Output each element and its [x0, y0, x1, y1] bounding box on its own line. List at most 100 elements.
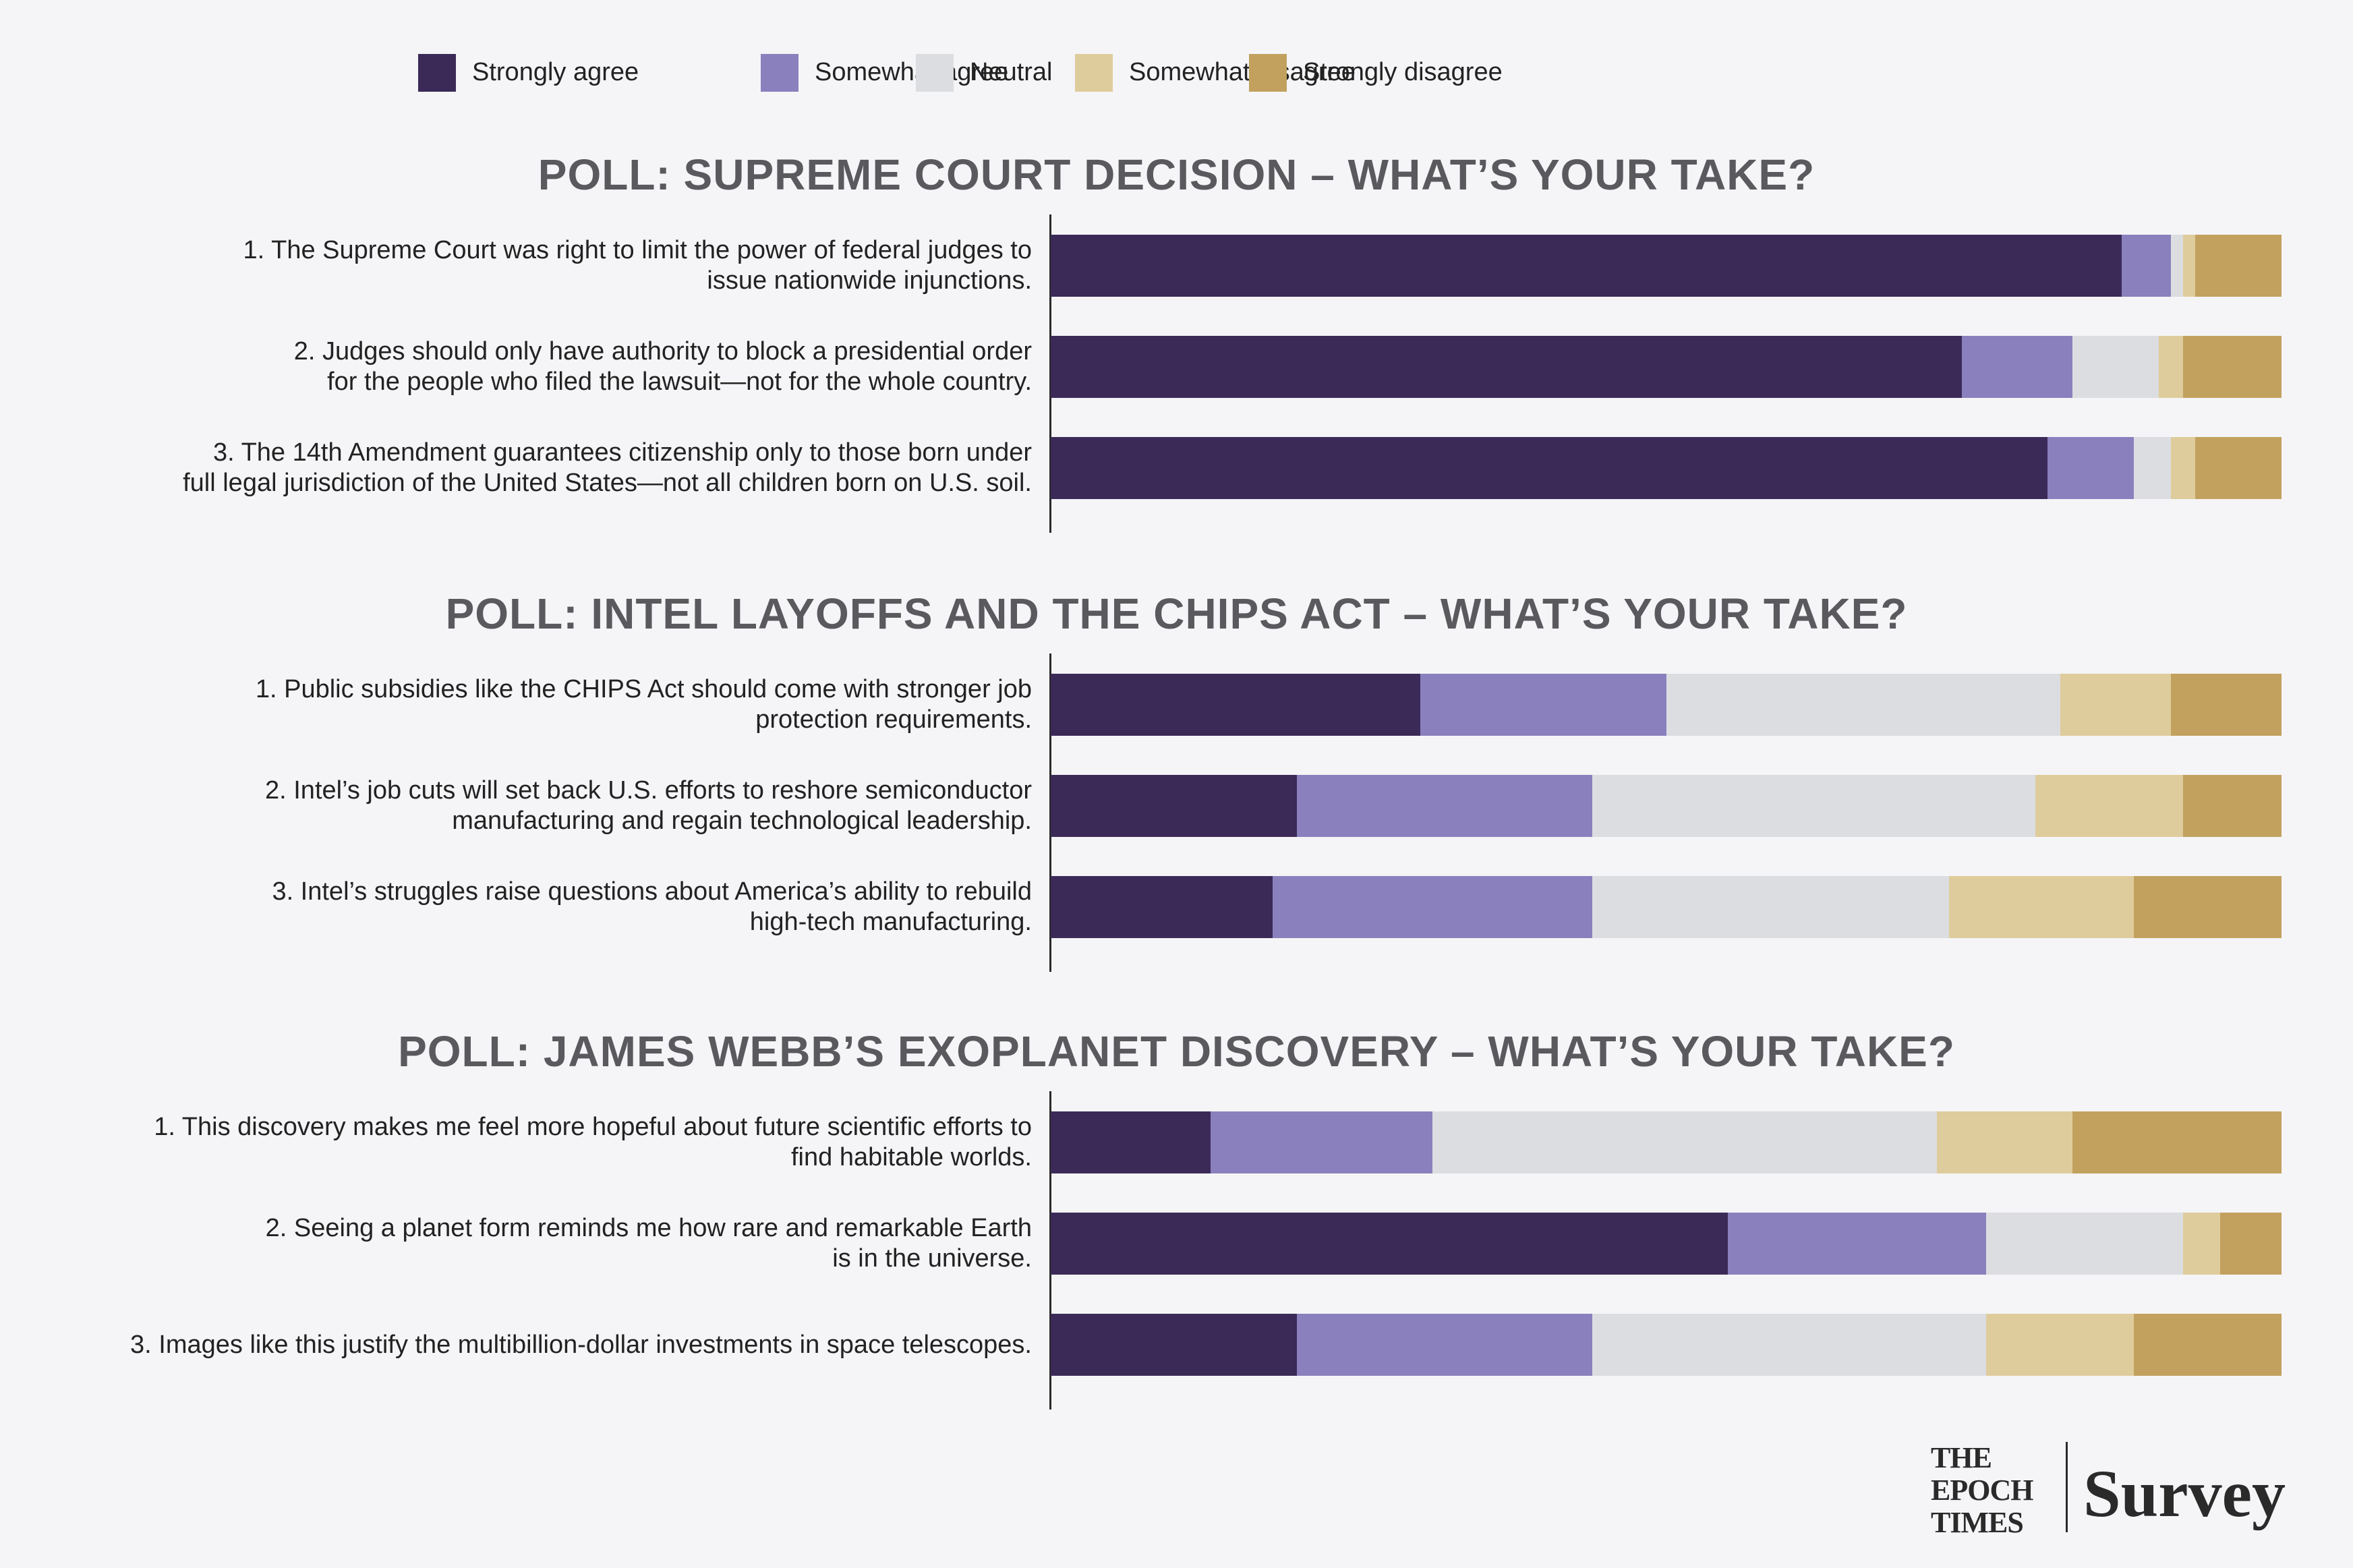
legend-swatch [1075, 54, 1113, 92]
legend-swatch [1249, 54, 1287, 92]
question-text-line: is in the universe. [832, 1244, 1032, 1273]
brand-divider [2066, 1442, 2068, 1532]
legend-swatch [916, 54, 954, 92]
bar-segment [1051, 235, 2122, 297]
bar-segment [2134, 876, 2282, 938]
question-text-line: full legal jurisdiction of the United St… [183, 469, 1032, 497]
bar-segment [1051, 775, 1297, 837]
bar-segment [1211, 1111, 1432, 1173]
stacked-bar [1051, 876, 2282, 938]
legend-swatch [418, 54, 456, 92]
question-label: 3. The 14th Amendment guarantees citizen… [40, 438, 1032, 498]
bar-segment [1937, 1111, 2072, 1173]
survey-wordmark: Survey [2083, 1456, 2286, 1531]
question-text-line: 1. Public subsidies like the CHIPS Act s… [255, 675, 1032, 703]
bar-segment [1272, 876, 1592, 938]
stacked-bar [1051, 336, 2282, 398]
bar-segment [2072, 336, 2159, 398]
bar-segment [2183, 235, 2196, 297]
question-text-line: for the people who filed the lawsuit—not… [327, 368, 1032, 396]
bar-segment [1592, 775, 2035, 837]
bar-segment [1051, 1213, 1728, 1275]
stacked-bar [1051, 674, 2282, 736]
question-label: 2. Judges should only have authority to … [40, 337, 1032, 397]
bar-segment [1420, 674, 1666, 736]
poll-title: POLL: JAMES WEBB’S EXOPLANET DISCOVERY –… [398, 1027, 1955, 1076]
question-label: 1. This discovery makes me feel more hop… [40, 1112, 1032, 1173]
bar-segment [1051, 437, 2048, 499]
bar-segment [2183, 775, 2282, 837]
stacked-bar [1051, 1314, 2282, 1376]
stacked-bar [1051, 775, 2282, 837]
poll-title: POLL: SUPREME COURT DECISION – WHAT’S YO… [538, 150, 1815, 199]
question-label: 2. Seeing a planet form reminds me how r… [40, 1213, 1032, 1274]
bar-segment [1051, 674, 1420, 736]
bar-segment [1986, 1213, 2183, 1275]
poll-axis-line [1049, 1091, 1051, 1410]
bar-segment [2121, 235, 2171, 297]
poll-axis-line [1049, 214, 1051, 533]
bar-segment [1432, 1111, 1937, 1173]
bar-segment [2035, 775, 2183, 837]
poll-axis-line [1049, 654, 1051, 972]
bar-segment [2134, 1314, 2282, 1376]
bar-segment [1051, 1111, 1211, 1173]
question-label: 1. Public subsidies like the CHIPS Act s… [40, 674, 1032, 735]
legend-label: Strongly agree [472, 58, 639, 86]
bar-segment [2072, 1111, 2282, 1173]
bar-segment [2158, 336, 2183, 398]
bar-segment [2134, 437, 2171, 499]
bar-segment [2170, 235, 2183, 297]
logo-line-1: THE [1931, 1441, 1992, 1474]
question-text-line: 3. Images like this justify the multibil… [130, 1330, 1032, 1359]
bar-segment [1592, 876, 1950, 938]
question-text-line: 3. Intel’s struggles raise questions abo… [272, 877, 1032, 906]
question-text-line: issue nationwide injunctions. [707, 266, 1032, 295]
bar-segment [1666, 674, 2060, 736]
bar-segment [2195, 235, 2282, 297]
stacked-bar [1051, 235, 2282, 297]
bar-segment [2195, 437, 2282, 499]
bar-segment [1949, 876, 2134, 938]
stacked-bar [1051, 1213, 2282, 1275]
question-text-line: 2. Seeing a planet form reminds me how r… [265, 1214, 1032, 1242]
bar-segment [2170, 674, 2282, 736]
question-text-line: high-tech manufacturing. [749, 908, 1032, 936]
bar-segment [2183, 336, 2282, 398]
bar-segment [1051, 336, 1962, 398]
logo-line-2: EPOCH [1931, 1474, 2033, 1507]
bar-segment [2219, 1213, 2282, 1275]
question-label: 3. Images like this justify the multibil… [40, 1330, 1032, 1360]
question-text-line: 2. Intel’s job cuts will set back U.S. e… [265, 776, 1032, 805]
bar-segment [2183, 1213, 2220, 1275]
bar-segment [2047, 437, 2134, 499]
bar-segment [1051, 1314, 1297, 1376]
question-text-line: 3. The 14th Amendment guarantees citizen… [213, 438, 1032, 467]
bar-segment [2170, 437, 2196, 499]
question-label: 1. The Supreme Court was right to limit … [40, 235, 1032, 296]
bar-segment [1051, 876, 1273, 938]
bar-segment [1592, 1314, 1986, 1376]
legend-label: Somewhat agree [815, 58, 1009, 86]
bar-segment [1986, 1314, 2134, 1376]
question-text-line: find habitable worlds. [791, 1143, 1032, 1171]
bar-segment [1297, 775, 1592, 837]
bar-segment [1727, 1213, 1986, 1275]
logo-line-3: TIMES [1931, 1506, 2024, 1539]
stacked-bar [1051, 437, 2282, 499]
brand-footer: THE EPOCH TIMES Survey [1931, 1436, 2286, 1539]
question-label: 2. Intel’s job cuts will set back U.S. e… [40, 776, 1032, 836]
legend-label: Strongly disagree [1303, 58, 1503, 86]
question-text-line: 2. Judges should only have authority to … [293, 337, 1032, 366]
legend-swatch [761, 54, 798, 92]
question-text-line: 1. This discovery makes me feel more hop… [154, 1113, 1032, 1141]
chart-legend: Strongly agree Somewhat agree Neutral Somew… [418, 51, 2037, 94]
poll-title: POLL: INTEL LAYOFFS AND THE CHIPS ACT – … [445, 589, 1908, 638]
legend-label: Neutral [970, 58, 1053, 86]
question-text-line: protection requirements. [755, 705, 1032, 734]
bar-segment [1961, 336, 2072, 398]
question-label: 3. Intel’s struggles raise questions abo… [40, 877, 1032, 937]
question-text-line: 1. The Supreme Court was right to limit … [243, 236, 1032, 264]
bar-segment [2060, 674, 2171, 736]
legend-label: Somewhat disagree [1129, 58, 1356, 86]
